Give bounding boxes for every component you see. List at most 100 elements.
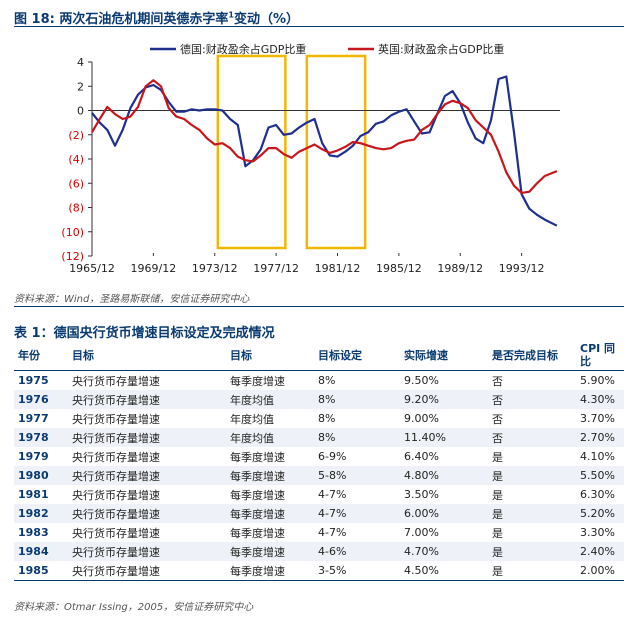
chart-highlight-layer xyxy=(216,54,367,250)
x-tick-label: 1981/12 xyxy=(315,262,361,275)
cell-target: 央行货币存量增速 xyxy=(72,412,160,426)
cell-actual-growth: 9.50% xyxy=(404,374,439,387)
cell-target-met: 是 xyxy=(488,504,576,523)
cell-cpi: 3.30% xyxy=(580,526,615,539)
cell-cpi: 2.70% xyxy=(576,428,624,447)
header-target-setting: 目标设定 xyxy=(314,340,400,371)
table-row: 1977 央行货币存量增速 年度均值 8% 9.00% 否 3.70% xyxy=(14,409,624,428)
cell-year: 1975 xyxy=(18,374,49,387)
cell-cpi: 5.50% xyxy=(576,466,624,485)
table-row: 1975 央行货币存量增速 每季度增速 8% 9.50% 否 5.90% xyxy=(14,371,624,391)
cell-year: 1983 xyxy=(18,526,49,539)
cell-target-setting: 5-8% xyxy=(314,466,400,485)
header-year: 年份 xyxy=(14,340,68,371)
cell-actual-growth: 6.00% xyxy=(400,504,488,523)
monetary-target-table: 年份 目标 目标 目标设定 实际增速 是否完成目标 CPI 同比 1975 央行货… xyxy=(14,340,624,581)
cell-actual-growth: 4.70% xyxy=(400,542,488,561)
germany-deficit-line xyxy=(91,75,558,227)
table-row: 1984 央行货币存量增速 每季度增速 4-6% 4.70% 是 2.40% xyxy=(14,542,624,561)
cell-actual-growth: 4.50% xyxy=(400,561,488,581)
cell-target-type: 每季度增速 xyxy=(230,374,285,388)
figure-title-rule xyxy=(14,26,624,27)
cell-target-met: 否 xyxy=(492,374,503,388)
cell-year: 1984 xyxy=(14,542,68,561)
cell-target-setting: 8% xyxy=(318,374,336,387)
cell-target: 央行货币存量增速 xyxy=(72,374,160,388)
cell-target-type: 每季度增速 xyxy=(226,542,314,561)
cell-cpi: 2.00% xyxy=(576,561,624,581)
legend-label-germany: 德国:财政盈余占GDP比重 xyxy=(180,42,306,56)
cell-target: 央行货币存量增速 xyxy=(72,488,160,502)
cell-target-type: 每季度增速 xyxy=(230,450,285,464)
cell-actual-growth: 3.50% xyxy=(404,488,439,501)
uk-deficit-line xyxy=(91,79,558,194)
cell-actual-growth: 7.00% xyxy=(404,526,439,539)
cell-cpi: 2.40% xyxy=(576,542,624,561)
cell-year: 1981 xyxy=(18,488,49,501)
cell-cpi: 6.30% xyxy=(580,488,615,501)
figure-title: 图 18: 两次石油危机期间英德赤字率1变动（%） xyxy=(14,8,299,27)
cell-target: 央行货币存量增速 xyxy=(68,504,226,523)
header-cpi: CPI 同比 xyxy=(576,340,624,371)
oil-crisis-highlight-box-2 xyxy=(305,54,367,250)
header-target: 目标 xyxy=(68,340,226,371)
cell-target-setting: 4-6% xyxy=(314,542,400,561)
cell-year: 1977 xyxy=(18,412,49,425)
cell-target-type: 年度均值 xyxy=(230,412,274,426)
table-row: 1980 央行货币存量增速 每季度增速 5-8% 4.80% 是 5.50% xyxy=(14,466,624,485)
table-row: 1981 央行货币存量增速 每季度增速 4-7% 3.50% 是 6.30% xyxy=(14,485,624,504)
table-row: 1978 央行货币存量增速 年度均值 8% 11.40% 否 2.70% xyxy=(14,428,624,447)
cell-target: 央行货币存量增速 xyxy=(68,390,226,409)
figure-source: 资料来源：Wind，圣路易斯联储，安信证券研究中心 xyxy=(14,294,250,305)
figure-title-suffix: 变动（%） xyxy=(233,12,299,27)
cell-target: 央行货币存量增速 xyxy=(68,542,226,561)
figure-bottom-rule xyxy=(14,306,624,307)
cell-cpi: 4.10% xyxy=(580,450,615,463)
y-tick-label: 4 xyxy=(77,56,84,69)
x-tick-label: 1969/12 xyxy=(131,262,177,275)
cell-year: 1982 xyxy=(14,504,68,523)
cell-target-met: 是 xyxy=(488,466,576,485)
table-source: 资料来源：Otmar Issing，2005，安信证券研究中心 xyxy=(14,602,254,613)
x-tick-label: 1965/12 xyxy=(69,262,115,275)
cell-actual-growth: 11.40% xyxy=(400,428,488,447)
cell-target-type: 每季度增速 xyxy=(230,526,285,540)
cell-target: 央行货币存量增速 xyxy=(72,526,160,540)
cell-cpi: 5.20% xyxy=(576,504,624,523)
figure-title-footnote: 1 xyxy=(228,10,234,20)
chart-series-layer xyxy=(91,75,558,227)
cell-cpi: 5.90% xyxy=(580,374,615,387)
cell-year: 1976 xyxy=(14,390,68,409)
figure-title-main: 两次石油危机期间英德赤字率 xyxy=(59,12,229,27)
cell-target: 央行货币存量增速 xyxy=(68,428,226,447)
header-actual-growth: 实际增速 xyxy=(400,340,488,371)
cell-actual-growth: 9.20% xyxy=(400,390,488,409)
cell-target-setting: 6-9% xyxy=(318,450,347,463)
cell-target-type: 每季度增速 xyxy=(226,504,314,523)
cell-target-met: 是 xyxy=(492,488,503,502)
y-tick-label: 2 xyxy=(77,80,84,93)
cell-year: 1985 xyxy=(14,561,68,581)
cell-target-type: 每季度增速 xyxy=(230,488,285,502)
y-tick-label: (12) xyxy=(61,250,84,263)
cell-target: 央行货币存量增速 xyxy=(68,466,226,485)
cell-cpi: 3.70% xyxy=(580,412,615,425)
cell-target-setting: 8% xyxy=(314,390,400,409)
y-tick-label: (2) xyxy=(68,129,84,142)
y-tick-label: (10) xyxy=(61,226,84,239)
chart-legend: 德国:财政盈余占GDP比重 英国:财政盈余占GDP比重 xyxy=(150,42,504,56)
cell-target-setting: 3-5% xyxy=(314,561,400,581)
cell-target-setting: 8% xyxy=(314,428,400,447)
y-tick-label: (8) xyxy=(68,202,84,215)
cell-target-met: 否 xyxy=(488,428,576,447)
cell-year: 1979 xyxy=(18,450,49,463)
header-target-type: 目标 xyxy=(226,340,314,371)
cell-target-type: 每季度增速 xyxy=(226,561,314,581)
x-tick-label: 1985/12 xyxy=(376,262,422,275)
cell-target-setting: 8% xyxy=(318,412,336,425)
x-tick-label: 1973/12 xyxy=(192,262,238,275)
table-header-row: 年份 目标 目标 目标设定 实际增速 是否完成目标 CPI 同比 xyxy=(14,340,624,371)
cell-target-met: 否 xyxy=(492,412,503,426)
table-row: 1985 央行货币存量增速 每季度增速 3-5% 4.50% 是 2.00% xyxy=(14,561,624,581)
y-tick-label: (6) xyxy=(68,177,84,190)
